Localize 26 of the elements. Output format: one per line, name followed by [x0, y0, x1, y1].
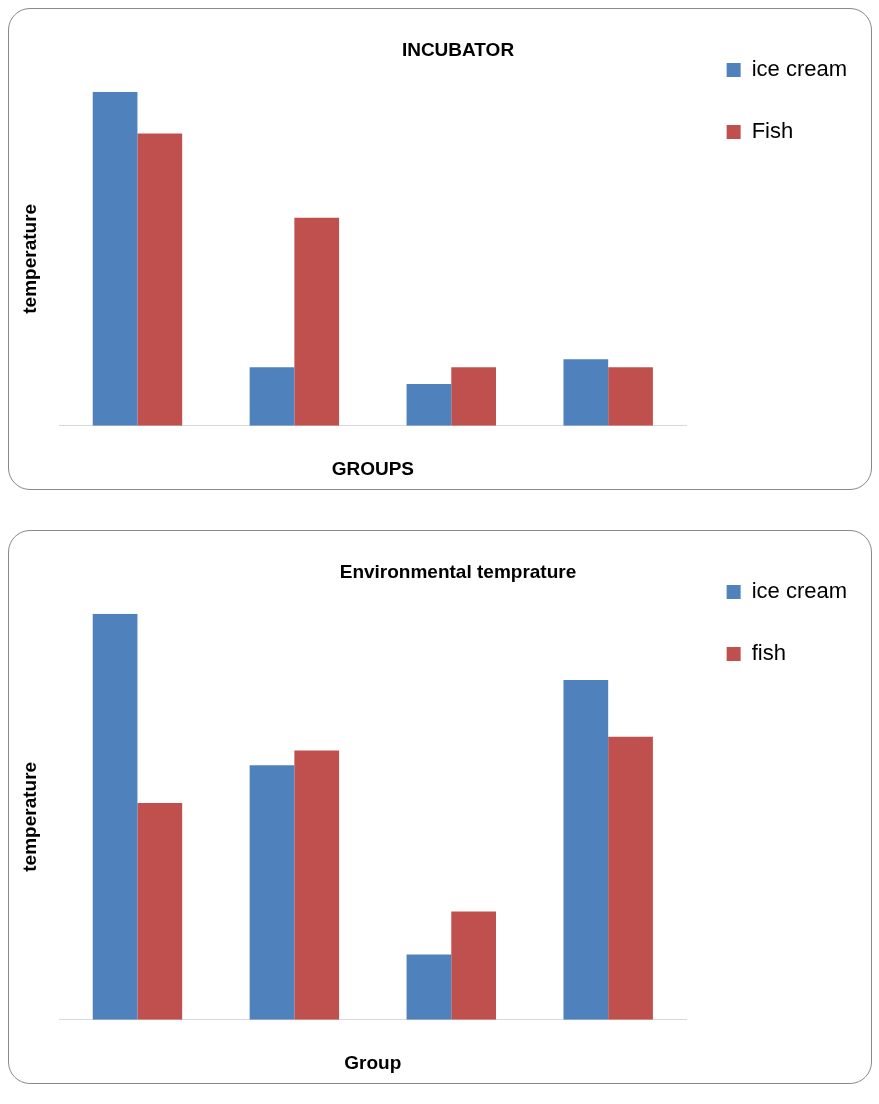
bar: [608, 367, 653, 426]
bar: [406, 954, 452, 1020]
y-axis-title: temperature: [19, 203, 41, 314]
bar: [249, 765, 295, 1020]
bar: [563, 679, 609, 1020]
legend-label: ice cream: [751, 578, 847, 604]
bar: [92, 613, 138, 1020]
bar: [406, 384, 452, 426]
y-axis-title: temperature: [19, 761, 41, 872]
bar: [294, 750, 340, 1020]
bar: [249, 367, 295, 426]
bar: [563, 359, 609, 426]
legend-label: Fish: [751, 118, 794, 144]
bar: [608, 736, 653, 1020]
bar: [92, 91, 138, 426]
x-axis-title: Group: [344, 1051, 402, 1073]
legend-label: ice cream: [751, 56, 847, 82]
chart-title: Environmental temprature: [339, 560, 577, 582]
chart-title: INCUBATOR: [401, 38, 515, 60]
bar: [451, 367, 496, 426]
legend-label: fish: [751, 640, 786, 666]
bar: [294, 217, 340, 426]
bar: [137, 133, 183, 426]
bar: [137, 803, 183, 1020]
x-axis-title: GROUPS: [331, 457, 414, 479]
bar: [451, 911, 496, 1020]
